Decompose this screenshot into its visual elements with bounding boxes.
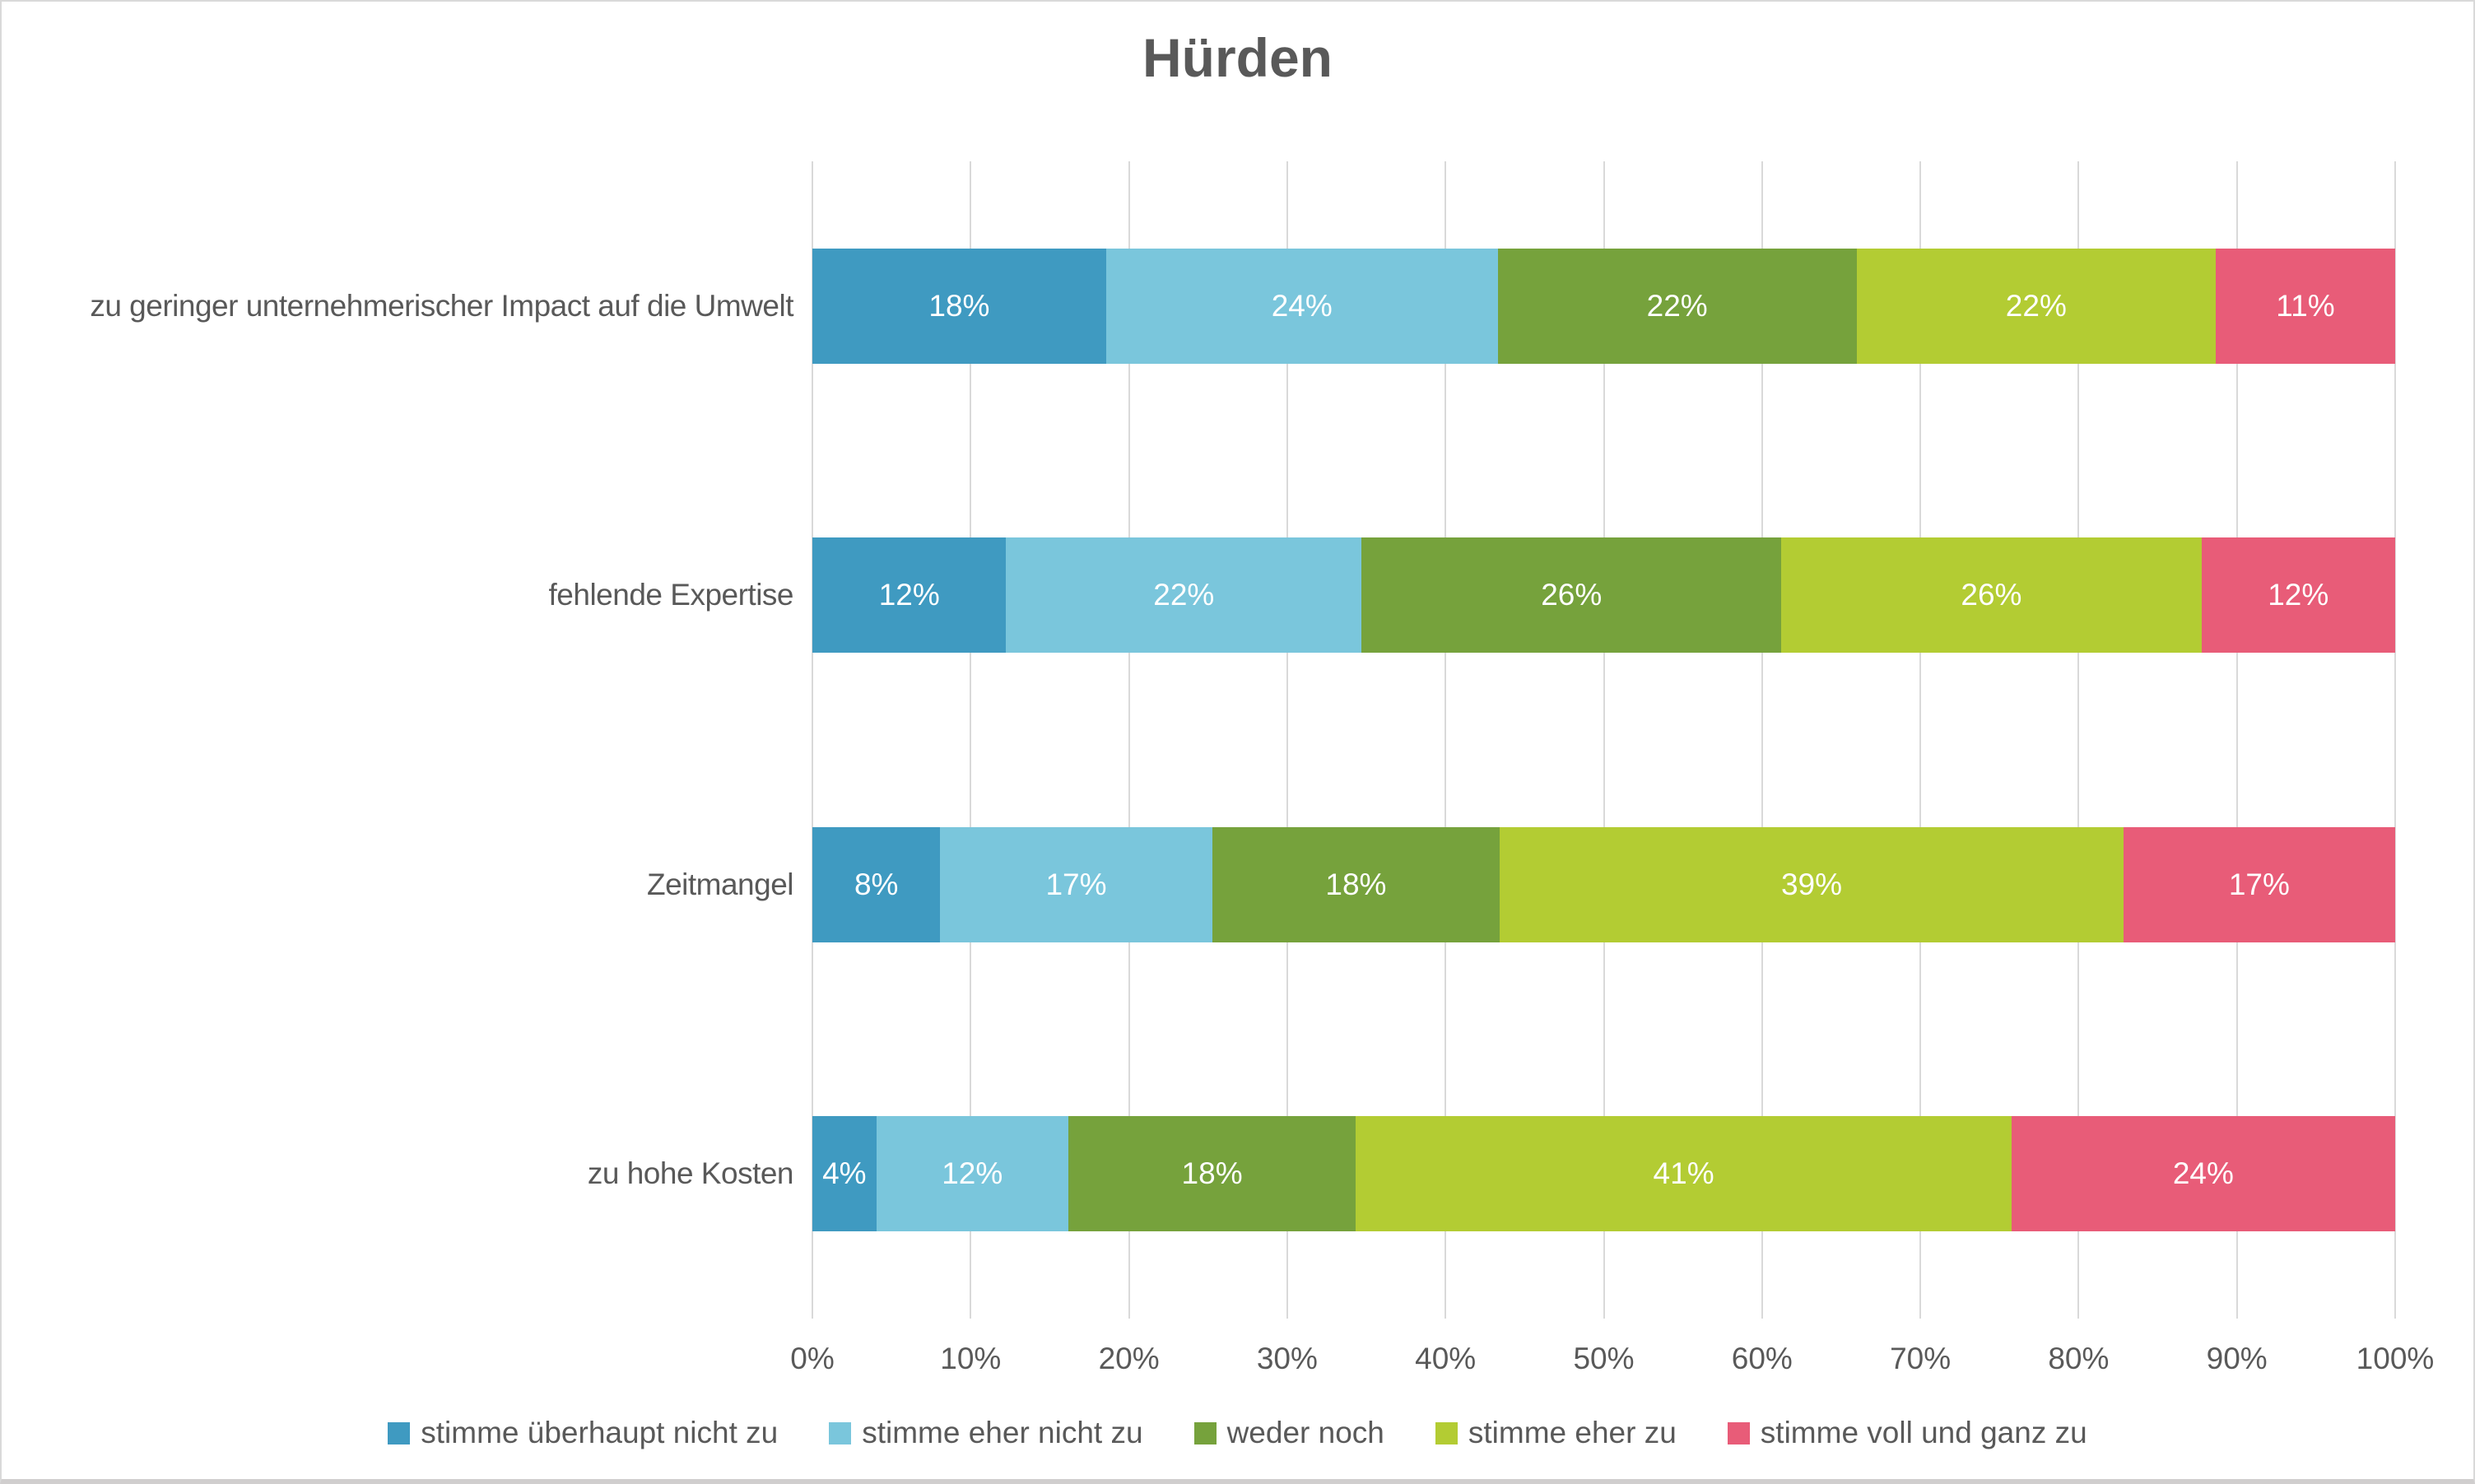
bar-segment: 26%: [1361, 537, 1782, 654]
gridline: [2077, 161, 2080, 1319]
bar-segment: 17%: [940, 826, 1212, 942]
category-label: fehlende Expertise: [548, 578, 794, 612]
segment-value-label: 41%: [1653, 1156, 1714, 1191]
segment-value-label: 8%: [854, 867, 899, 901]
segment-value-label: 12%: [878, 578, 940, 612]
x-tick-label: 30%: [1256, 1342, 1318, 1375]
legend-label: stimme eher zu: [1468, 1416, 1677, 1449]
bar-segment: 39%: [1500, 826, 2124, 942]
gridline: [1286, 161, 1288, 1319]
bar-segment: 8%: [812, 826, 941, 942]
gridline: [1603, 161, 1605, 1319]
gridline: [2394, 161, 2396, 1319]
segment-value-label: 22%: [1153, 578, 1215, 612]
segment-value-label: 24%: [2172, 1156, 2234, 1191]
bar-row: 18% 24% 22% 22% 11%: [812, 248, 2395, 364]
x-tick-label: 60%: [1731, 1342, 1793, 1375]
legend-swatch-icon: [829, 1421, 852, 1444]
segment-value-label: 39%: [1780, 867, 1843, 901]
legend-label: weder noch: [1226, 1416, 1384, 1449]
legend-label: stimme überhaupt nicht zu: [421, 1416, 779, 1449]
gridline: [970, 161, 972, 1319]
legend-label: stimme voll und ganz zu: [1760, 1416, 2087, 1449]
legend-label: stimme eher nicht zu: [862, 1416, 1143, 1449]
bar-segment: 17%: [2123, 826, 2395, 942]
x-tick-label: 10%: [940, 1342, 1002, 1375]
segment-value-label: 18%: [1325, 867, 1387, 901]
bar-row: 4% 12% 18% 41% 24%: [812, 1116, 2395, 1232]
x-tick-label: 80%: [2048, 1342, 2110, 1375]
segment-value-label: 22%: [1646, 288, 1708, 323]
bar-segment: 12%: [812, 537, 1007, 654]
legend-item: stimme eher zu: [1435, 1416, 1677, 1450]
chart-title: Hürden: [1142, 27, 1333, 88]
bar-row: 8% 17% 18% 39% 17%: [812, 826, 2395, 942]
segment-value-label: 17%: [2228, 867, 2290, 901]
bar-segment: 12%: [2201, 537, 2395, 654]
bar-segment: 18%: [1212, 826, 1500, 942]
x-tick-label: 20%: [1098, 1342, 1160, 1375]
category-label: Zeitmangel: [646, 867, 794, 901]
bar-segment: 26%: [1781, 537, 2202, 654]
bar-segment: 24%: [2011, 1116, 2395, 1232]
gridline: [1761, 161, 1763, 1319]
legend: stimme überhaupt nicht zu stimme eher nic…: [2, 1416, 2473, 1450]
gridline: [1919, 161, 1922, 1319]
bar-segment: 22%: [1497, 248, 1857, 364]
bar-segment: 4%: [812, 1116, 877, 1232]
x-tick-label: 0%: [790, 1342, 835, 1375]
segment-value-label: 26%: [1541, 578, 1603, 612]
x-tick-label: 90%: [2206, 1342, 2268, 1375]
legend-swatch-icon: [1193, 1421, 1217, 1444]
segment-value-label: 4%: [822, 1156, 867, 1191]
legend-swatch-icon: [1727, 1421, 1750, 1444]
legend-item: stimme voll und ganz zu: [1727, 1416, 2087, 1450]
bar-segment: 22%: [1856, 248, 2216, 364]
segment-value-label: 12%: [942, 1156, 1003, 1191]
bar-segment: 41%: [1356, 1116, 2012, 1232]
category-label: zu hohe Kosten: [587, 1156, 794, 1191]
x-tick-label: 100%: [2356, 1342, 2435, 1375]
x-tick-label: 40%: [1415, 1342, 1477, 1375]
gridline: [1128, 161, 1130, 1319]
segment-value-label: 18%: [1181, 1156, 1243, 1191]
x-tick-label: 70%: [1890, 1342, 1952, 1375]
segment-value-label: 26%: [1961, 578, 2022, 612]
x-tick-label: 50%: [1573, 1342, 1635, 1375]
bar-segment: 24%: [1105, 248, 1498, 364]
bar-segment: 18%: [812, 248, 1106, 364]
segment-value-label: 24%: [1271, 288, 1333, 323]
legend-item: stimme überhaupt nicht zu: [388, 1416, 778, 1450]
segment-value-label: 11%: [2276, 288, 2335, 323]
legend-swatch-icon: [388, 1421, 411, 1444]
legend-item: weder noch: [1193, 1416, 1384, 1450]
bar-segment: 11%: [2215, 248, 2395, 364]
legend-item: stimme eher nicht zu: [829, 1416, 1143, 1450]
bar-segment: 18%: [1068, 1116, 1356, 1232]
segment-value-label: 17%: [1045, 867, 1107, 901]
gridline: [812, 161, 813, 1319]
gridline: [1445, 161, 1447, 1319]
gridline: [2235, 161, 2238, 1319]
segment-value-label: 12%: [2268, 578, 2329, 612]
category-label: zu geringer unternehmerischer Impact auf…: [90, 288, 793, 323]
bar-segment: 22%: [1006, 537, 1362, 654]
bar-segment: 12%: [876, 1116, 1068, 1232]
segment-value-label: 18%: [928, 288, 990, 323]
legend-swatch-icon: [1435, 1421, 1458, 1444]
segment-value-label: 22%: [2005, 288, 2067, 323]
bar-row: 12% 22% 26% 26% 12%: [812, 537, 2395, 654]
